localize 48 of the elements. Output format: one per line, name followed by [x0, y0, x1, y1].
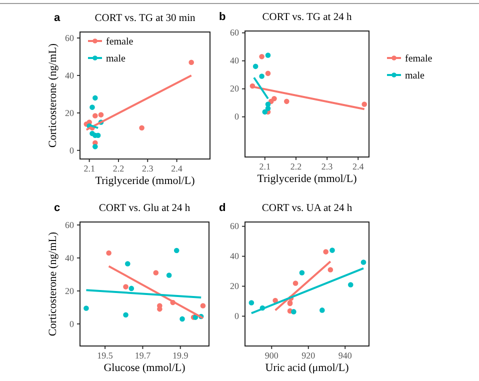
x-tick-label: 2.2 [290, 161, 302, 172]
y-tick-label: 40 [65, 252, 74, 263]
x-tick-label: 19.7 [134, 350, 152, 360]
x-tick-label: 940 [338, 350, 352, 360]
y-tick-label: 40 [230, 56, 240, 66]
y-tick-label: 40 [230, 251, 240, 262]
x-tick-label: 2.3 [321, 161, 334, 172]
y-tick-label: 20 [65, 286, 74, 296]
x-axis-title: Glucose (mmol/L) [104, 362, 186, 374]
y-tick-label: 0 [234, 311, 240, 322]
x-axis-title: Uric acid (μmol/L) [265, 362, 350, 374]
y-tick-label: 0 [70, 145, 74, 156]
chart-title: CORT vs. Glu at 24 h [98, 203, 191, 214]
x-tick-label: 2.3 [142, 163, 154, 174]
legend-label: male [405, 70, 425, 82]
legend-label: female [405, 54, 433, 64]
text: c [54, 202, 60, 214]
x-tick-label: 2.2 [112, 163, 124, 174]
x-axis-title: Triglyceride (mmol/L) [95, 175, 196, 187]
text: d [219, 202, 226, 214]
chart-title: CORT vs. TG at 24 h [262, 12, 352, 23]
y-tick-label: 60 [65, 220, 74, 230]
x-tick-label: 2.1 [84, 163, 95, 174]
y-tick-label: 40 [65, 70, 74, 80]
x-tick-label: 900 [264, 350, 279, 360]
legend-label: male [106, 54, 126, 64]
x-tick-label: 2.4 [352, 161, 364, 172]
chart-title: CORT vs. UA at 24 h [262, 203, 353, 214]
text: b [219, 11, 226, 23]
y-axis-title: Corticosterone (ng/mL) [47, 43, 59, 148]
y-tick-label: 60 [230, 28, 240, 38]
y-tick-label: 20 [230, 84, 240, 94]
y-tick-label: 60 [65, 32, 74, 43]
x-tick-label: 19.5 [97, 350, 114, 360]
x-axis-title: Triglyceride (mmol/L) [257, 173, 358, 185]
y-tick-label: 0 [70, 318, 74, 329]
text: a [54, 12, 61, 24]
x-tick-label: 920 [302, 350, 316, 360]
x-tick-label: 2.1 [259, 161, 271, 172]
y-axis-title: Corticosterone (ng/mL) [47, 232, 59, 336]
y-tick-label: 60 [230, 221, 240, 232]
y-tick-label: 20 [230, 281, 240, 292]
y-tick-label: 20 [65, 108, 74, 118]
legend-label: female [106, 36, 134, 48]
chart-title: CORT vs. TG at 30 min [94, 13, 196, 24]
x-tick-label: 19.9 [172, 350, 189, 360]
x-tick-label: 2.4 [171, 163, 183, 174]
y-tick-label: 0 [234, 112, 240, 122]
